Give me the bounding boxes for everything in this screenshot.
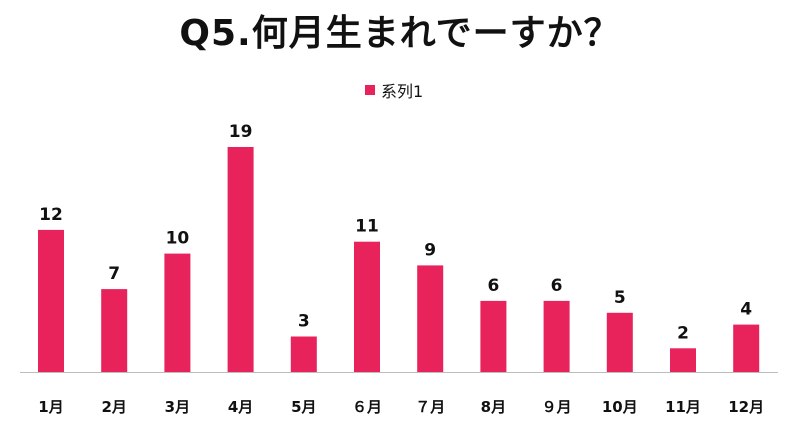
x-tick-label: 1月 xyxy=(38,398,63,416)
x-tick-label: ６月 xyxy=(352,398,382,416)
x-tick-label: 2月 xyxy=(101,398,126,416)
data-label: 12 xyxy=(39,205,63,225)
x-tick-label: 4月 xyxy=(228,398,253,416)
x-tick-label: 5月 xyxy=(291,398,316,416)
bar xyxy=(670,348,696,372)
x-tick-label: 8月 xyxy=(481,398,506,416)
bar xyxy=(417,265,443,372)
bar xyxy=(101,289,127,372)
bar xyxy=(544,301,570,372)
x-tick-label: 11月 xyxy=(665,398,701,416)
data-label: 19 xyxy=(229,122,253,142)
data-label: 10 xyxy=(166,229,190,249)
data-label: 7 xyxy=(108,264,120,284)
x-tick-label: 3月 xyxy=(165,398,190,416)
data-label: 4 xyxy=(740,300,752,320)
data-label: 5 xyxy=(614,288,626,308)
x-tick-label: ７月 xyxy=(415,398,445,416)
data-label: 6 xyxy=(487,276,499,296)
bar xyxy=(164,254,190,372)
data-label: 11 xyxy=(355,217,379,237)
bar xyxy=(480,301,506,372)
bar xyxy=(38,230,64,372)
bar xyxy=(228,147,254,372)
bar xyxy=(733,325,759,372)
x-tick-label: 10月 xyxy=(602,398,638,416)
x-tick-label: ９月 xyxy=(542,398,572,416)
data-label: 2 xyxy=(677,323,689,343)
data-label: 3 xyxy=(298,312,310,332)
data-label: 6 xyxy=(551,276,563,296)
x-tick-label: 12月 xyxy=(728,398,764,416)
bar xyxy=(354,242,380,372)
bar xyxy=(607,313,633,372)
bar xyxy=(291,337,317,373)
data-label: 9 xyxy=(424,240,436,260)
